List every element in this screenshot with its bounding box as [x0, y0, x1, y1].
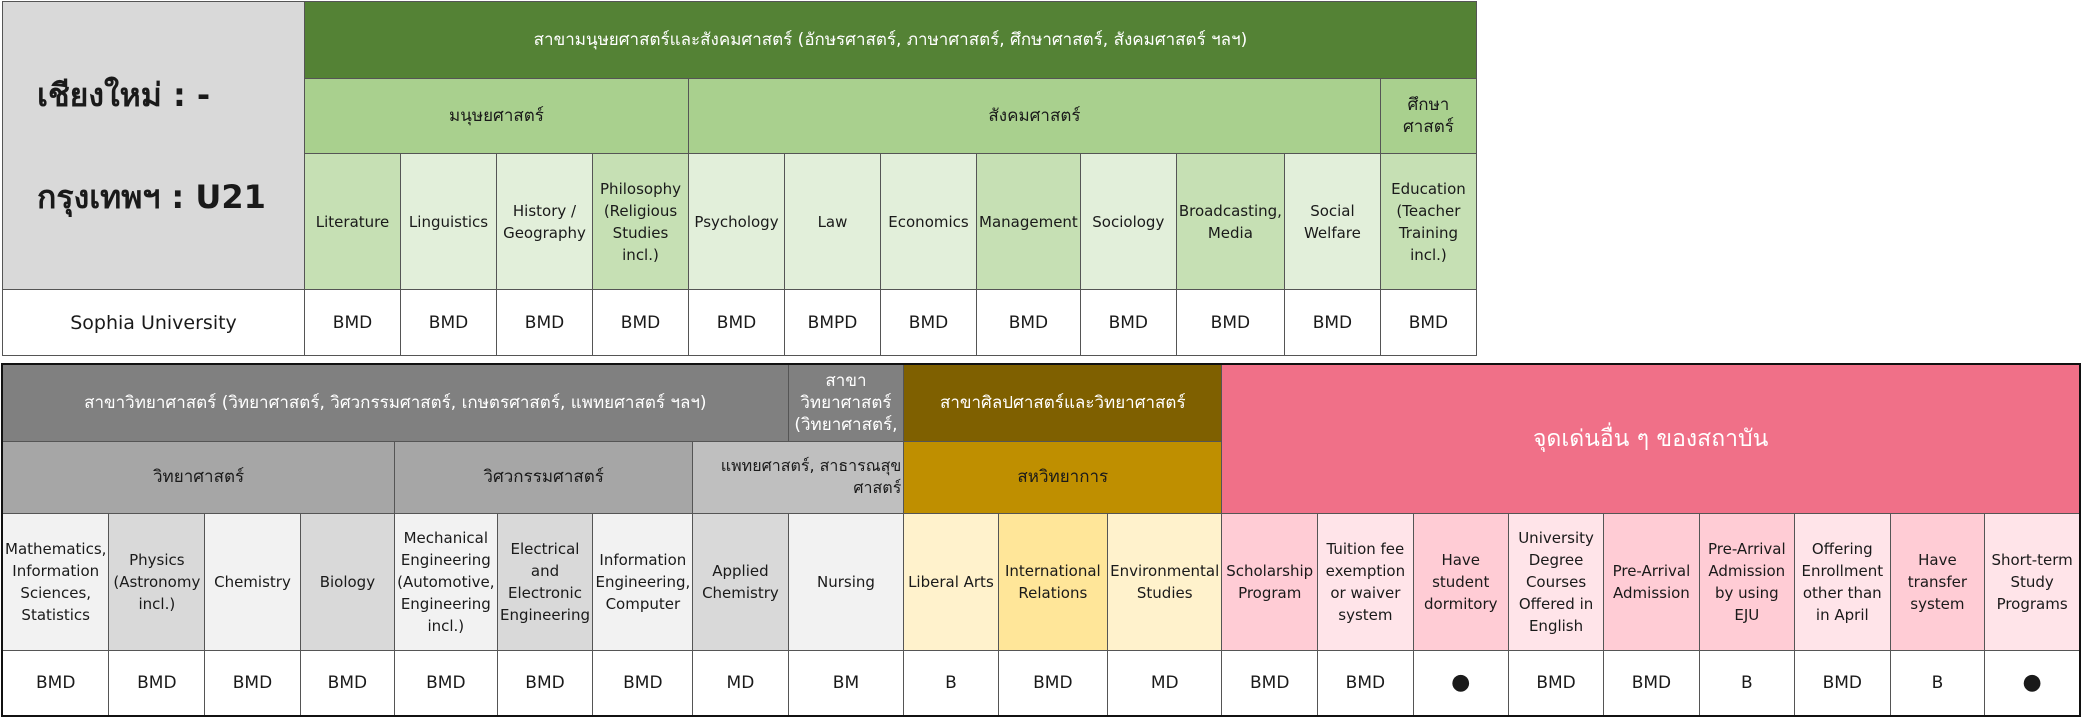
- field-header: Electrical and Electronic Engineering: [496, 512, 594, 651]
- field-value: MD: [1107, 649, 1223, 717]
- field-value: B: [1889, 649, 1986, 717]
- humanities-table: เชียงใหม่ : - กรุงเทพฯ : U21 สาขามนุษยศา…: [2, 1, 1477, 356]
- field-value: BMD: [976, 289, 1081, 356]
- field-header: Economics: [880, 153, 977, 290]
- field-header: Literature: [304, 153, 401, 290]
- field-header: Psychology: [688, 153, 785, 290]
- field-value: BMD: [1079, 289, 1177, 356]
- field-header: Liberal Arts: [903, 512, 999, 651]
- science-and-features-table: สาขาวิทยาศาสตร์ (วิทยาศาสตร์, วิศวกรรมศา…: [1, 363, 2081, 717]
- field-value: BMD: [997, 649, 1109, 717]
- available-dot: ●: [1412, 649, 1509, 717]
- field-value: BMD: [592, 649, 694, 717]
- field-value: BMD: [1379, 289, 1477, 356]
- field-value: BMD: [1507, 649, 1605, 717]
- field-value: BMPD: [784, 289, 881, 356]
- chiangmai-label: เชียงใหม่ : -: [37, 75, 211, 114]
- field-value: BMD: [592, 289, 689, 356]
- field-value: BMD: [688, 289, 785, 356]
- field-value: BMD: [1603, 649, 1700, 717]
- field-value: BMD: [204, 649, 301, 717]
- field-value: BMD: [304, 289, 401, 356]
- field-value: BMD: [1221, 649, 1319, 717]
- medicine-subheader: แพทยศาสตร์, สาธารณสุขศาสตร์: [692, 440, 905, 514]
- science-subheader: วิทยาศาสตร์: [1, 440, 396, 514]
- field-header: Pre-Arrival Admission by using EJU: [1698, 512, 1796, 651]
- university-name: Sophia University: [2, 289, 305, 356]
- field-header: Nursing: [787, 512, 905, 651]
- science-group-header: สาขาวิทยาศาสตร์ (วิทยาศาสตร์, วิศวกรรมศา…: [1, 363, 789, 442]
- other-features-header: จุดเด่นอื่น ๆ ของสถาบัน: [1221, 363, 2081, 514]
- field-value: B: [903, 649, 999, 717]
- social-sciences-subheader: สังคมศาสตร์: [688, 78, 1381, 154]
- field-value: BMD: [1, 649, 110, 717]
- science-group-header-cont: สาขา วิทยาศาสตร์ (วิทยาศาสตร์,: [787, 363, 905, 442]
- field-value: B: [1698, 649, 1796, 717]
- field-header: Information Engineering, Computer: [592, 512, 694, 651]
- field-header: Education (Teacher Training incl.): [1379, 153, 1477, 290]
- field-value: BM: [787, 649, 905, 717]
- field-header: Broadcasting, Media: [1175, 153, 1285, 290]
- location-corner: เชียงใหม่ : - กรุงเทพฯ : U21: [2, 1, 305, 290]
- field-header: Tuition fee exemption or waiver system: [1317, 512, 1414, 651]
- field-value: BMD: [299, 649, 396, 717]
- field-header: Have student dormitory: [1412, 512, 1509, 651]
- field-header: Offering Enrollment other than in April: [1794, 512, 1891, 651]
- field-value: BMD: [1317, 649, 1414, 717]
- field-value: BMD: [496, 289, 593, 356]
- interdisciplinary-subheader: สหวิทยาการ: [903, 440, 1223, 514]
- field-value: BMD: [1283, 289, 1381, 356]
- field-value: MD: [692, 649, 789, 717]
- field-value: BMD: [400, 289, 497, 356]
- field-header: Have transfer system: [1889, 512, 1986, 651]
- field-header: Sociology: [1079, 153, 1177, 290]
- field-value: BMD: [1175, 289, 1285, 356]
- field-header: Law: [784, 153, 881, 290]
- field-header: Applied Chemistry: [692, 512, 789, 651]
- field-header: Linguistics: [400, 153, 497, 290]
- field-header: Mechanical Engineering (Automotive, Engi…: [394, 512, 498, 651]
- field-header: Mathematics, Information Sciences, Stati…: [1, 512, 110, 651]
- liberal-arts-group-header: สาขาศิลปศาสตร์และวิทยาศาสตร์: [903, 363, 1223, 442]
- field-header: International Relations: [997, 512, 1109, 651]
- humanities-subheader: มนุษยศาสตร์: [304, 78, 689, 154]
- field-header: Physics (Astronomy incl.): [108, 512, 206, 651]
- field-value: BMD: [394, 649, 498, 717]
- engineering-subheader: วิศวกรรมศาสตร์: [394, 440, 694, 514]
- field-header: Biology: [299, 512, 396, 651]
- field-header: Environmental Studies: [1107, 512, 1223, 651]
- field-header: Philosophy (Religious Studies incl.): [592, 153, 689, 290]
- field-value: BMD: [880, 289, 977, 356]
- field-header: Short-term Study Programs: [1984, 512, 2081, 651]
- available-dot: ●: [1984, 649, 2081, 717]
- field-header: Social Welfare: [1283, 153, 1381, 290]
- field-value: BMD: [496, 649, 594, 717]
- field-header: Scholarship Program: [1221, 512, 1319, 651]
- field-header: Pre-Arrival Admission: [1603, 512, 1700, 651]
- humanities-group-header: สาขามนุษยศาสตร์และสังคมศาสตร์ (อักษรศาสต…: [304, 1, 1477, 79]
- bangkok-label: กรุงเทพฯ : U21: [37, 177, 266, 216]
- field-header: Management: [976, 153, 1081, 290]
- education-subheader: ศึกษาศาสตร์: [1379, 78, 1477, 154]
- field-header: University Degree Courses Offered in Eng…: [1507, 512, 1605, 651]
- field-value: BMD: [1794, 649, 1891, 717]
- field-header: History / Geography: [496, 153, 593, 290]
- field-header: Chemistry: [204, 512, 301, 651]
- field-value: BMD: [108, 649, 206, 717]
